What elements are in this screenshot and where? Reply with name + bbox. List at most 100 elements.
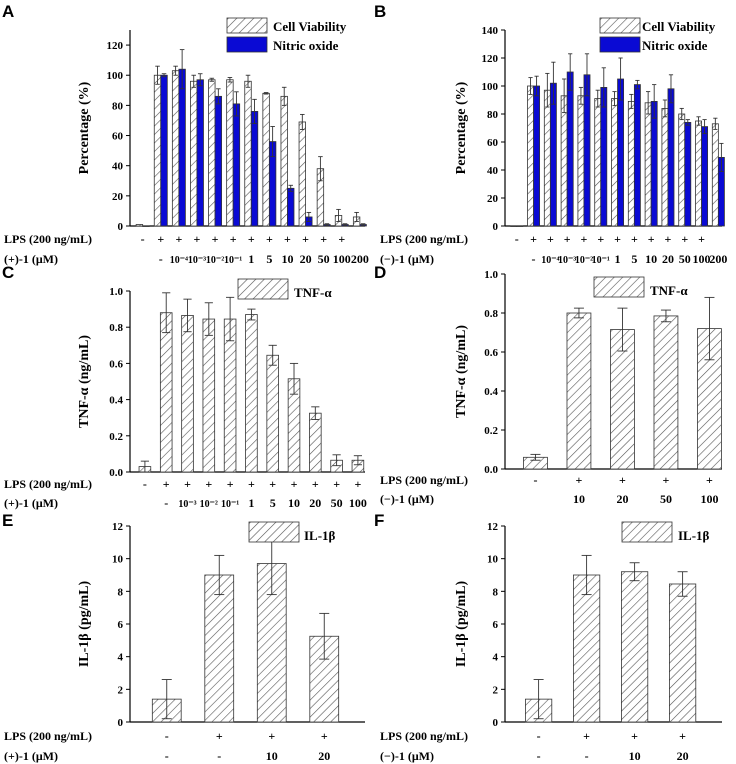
y-tick-label: 0.2 — [109, 431, 123, 443]
y-tick-label: 0.4 — [484, 386, 498, 398]
compound-dose: 50 — [660, 492, 672, 506]
lps-marker: + — [321, 729, 328, 743]
lps-marker: + — [698, 232, 705, 246]
y-tick-label: 0.6 — [484, 347, 498, 359]
lps-marker: - — [515, 232, 519, 246]
compound-dose: - — [165, 749, 169, 763]
bar — [533, 85, 541, 227]
legend-swatch — [593, 276, 645, 298]
bar — [190, 80, 198, 227]
bar — [181, 315, 194, 473]
compound-dose: 1 — [615, 252, 621, 266]
bar — [600, 87, 608, 227]
compound-dose: 10⁻¹ — [221, 499, 239, 510]
bar — [543, 89, 551, 227]
lps-marker: + — [291, 477, 298, 491]
lps-marker: + — [184, 477, 191, 491]
compound-dose: - — [164, 496, 168, 510]
bar — [573, 574, 601, 723]
lps-marker: + — [194, 232, 201, 246]
legend-label: Nitric oxide — [273, 38, 339, 53]
compound-dose: 10⁻⁴ — [170, 255, 188, 266]
lps-marker: - — [533, 473, 537, 487]
bar — [160, 74, 168, 227]
compound-dose: 10⁻³ — [178, 499, 196, 510]
y-tick-label: 0.4 — [109, 395, 123, 407]
lps-marker: + — [248, 477, 255, 491]
compound-dose: 10 — [281, 252, 293, 266]
legend-label: Nitric oxide — [642, 38, 708, 53]
bar — [142, 225, 150, 227]
bar — [669, 583, 697, 723]
compound-dose: 10 — [288, 496, 300, 510]
compound-dose: 200 — [351, 252, 369, 266]
bar — [208, 79, 216, 227]
bar — [232, 103, 241, 227]
compound-dose: 20 — [662, 252, 674, 266]
bar — [621, 571, 649, 723]
compound-dose: 20 — [309, 496, 321, 510]
y-tick-label: 0.8 — [109, 322, 123, 334]
bar — [611, 98, 618, 227]
bar — [196, 79, 204, 227]
y-tick-label: 0 — [118, 717, 124, 729]
bar — [250, 111, 259, 227]
lps-marker: + — [175, 232, 182, 246]
y-tick-label: 4 — [118, 652, 124, 664]
y-axis-label: TNF-α (ng/mL) — [77, 335, 92, 428]
panel-f: F 0 2 4 6 8 10 12 IL-1β (pg/mL) IL-1β LPS (200 ng/… — [374, 511, 722, 763]
compound-dose: 5 — [631, 252, 637, 266]
compound-dose: 10 — [629, 749, 641, 763]
compound-dose: 5 — [270, 496, 276, 510]
compound-dose: 200 — [709, 252, 727, 266]
lps-marker: + — [583, 729, 590, 743]
compound-dose: 10⁻⁴ — [541, 255, 559, 266]
legend-swatch — [226, 36, 268, 53]
bar — [667, 88, 675, 227]
y-tick-label: 80 — [487, 109, 499, 121]
compound-dose: 100 — [700, 492, 718, 506]
bar — [644, 102, 652, 227]
compound-dose: 50 — [679, 252, 691, 266]
bar — [214, 95, 222, 227]
bar — [711, 123, 719, 227]
compound-dose: 10⁻¹ — [592, 255, 610, 266]
compound-dose: - — [537, 749, 541, 763]
legend-label: IL-1β — [304, 528, 336, 543]
y-tick-label: 12 — [487, 521, 499, 533]
panel-label: D — [374, 263, 386, 282]
compound-dose: 10⁻² — [206, 255, 224, 266]
y-axis-label: Percentage (%) — [77, 81, 92, 174]
compound-dose: - — [159, 252, 163, 266]
lps-marker: + — [216, 729, 223, 743]
bar — [159, 312, 173, 473]
lps-marker: + — [564, 232, 571, 246]
bar — [695, 120, 702, 227]
lps-marker: - — [165, 729, 169, 743]
bar — [583, 74, 591, 227]
lps-marker: + — [648, 232, 655, 246]
lps-marker: + — [266, 232, 273, 246]
bar — [244, 80, 252, 227]
y-axis-label: IL-1β (pg/mL) — [77, 581, 92, 668]
lps-marker: - — [143, 477, 147, 491]
bar — [171, 70, 180, 227]
panel-label: B — [374, 2, 386, 21]
lps-row-label: LPS (200 ng/mL) — [4, 729, 92, 743]
compound-dose: 50 — [318, 252, 330, 266]
lps-marker: + — [312, 477, 319, 491]
compound-dose: 1 — [248, 252, 254, 266]
compound-dose: 10 — [645, 252, 657, 266]
compound-dose: 50 — [331, 496, 343, 510]
compound-dose: 5 — [266, 252, 272, 266]
y-axis-label: IL-1β (pg/mL) — [454, 581, 469, 668]
bar — [202, 318, 216, 473]
lps-row-label: LPS (200 ng/mL) — [380, 232, 468, 246]
y-tick-label: 12 — [112, 521, 124, 533]
y-tick-label: 1.0 — [484, 269, 498, 281]
compound-dose: - — [217, 749, 221, 763]
bar — [566, 71, 574, 227]
bar — [684, 122, 692, 227]
